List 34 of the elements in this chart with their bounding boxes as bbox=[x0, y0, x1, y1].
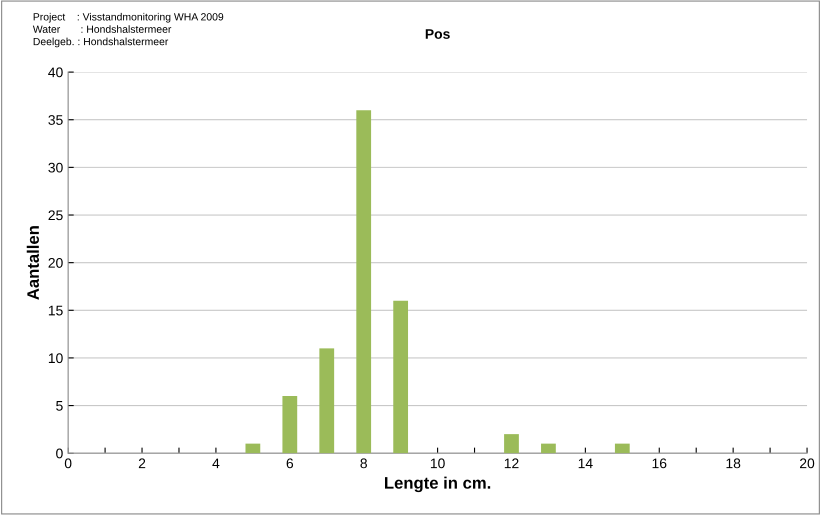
x-tick-label: 8 bbox=[360, 458, 367, 468]
y-tick-label: 20 bbox=[48, 258, 63, 268]
x-tick-label: 14 bbox=[578, 458, 593, 468]
text: Deelgeb. : Hondshalstermeer bbox=[34, 38, 168, 48]
text: Project : Visstandmonitoring WHA 2009 bbox=[34, 12, 224, 23]
y-tick-label: 10 bbox=[48, 353, 63, 364]
y-tick-label: 40 bbox=[48, 67, 63, 78]
bar bbox=[541, 444, 556, 454]
y-axis-title: Aantallen bbox=[26, 226, 39, 300]
chart-title: Pos bbox=[426, 29, 450, 39]
bar bbox=[245, 444, 260, 454]
y-tick-label: 15 bbox=[48, 306, 63, 316]
x-tick-label: 4 bbox=[212, 458, 220, 468]
bar bbox=[393, 300, 408, 454]
bar bbox=[319, 348, 334, 454]
y-tick-label: 5 bbox=[56, 401, 63, 411]
x-tick-label: 2 bbox=[138, 458, 146, 468]
x-tick-label: 16 bbox=[652, 458, 666, 468]
x-axis-title: Lengte in cm. bbox=[385, 476, 490, 492]
y-tick-label: 30 bbox=[48, 162, 63, 173]
y-tick-label: 35 bbox=[48, 115, 63, 125]
text: Water : Hondshalstermeer bbox=[32, 25, 172, 33]
bar bbox=[504, 434, 519, 454]
x-tick-label: 0 bbox=[64, 458, 72, 468]
y-tick-label: 0 bbox=[56, 448, 63, 458]
x-tick-label: 18 bbox=[726, 458, 740, 468]
x-tick-label: 10 bbox=[430, 458, 445, 468]
x-tick-label: 6 bbox=[286, 458, 294, 468]
bar bbox=[282, 396, 298, 454]
y-tick-label: 25 bbox=[48, 210, 63, 220]
bar bbox=[614, 444, 630, 454]
x-tick-label: 20 bbox=[800, 458, 814, 468]
x-tick-label: 12 bbox=[504, 458, 519, 468]
bar bbox=[356, 110, 372, 454]
